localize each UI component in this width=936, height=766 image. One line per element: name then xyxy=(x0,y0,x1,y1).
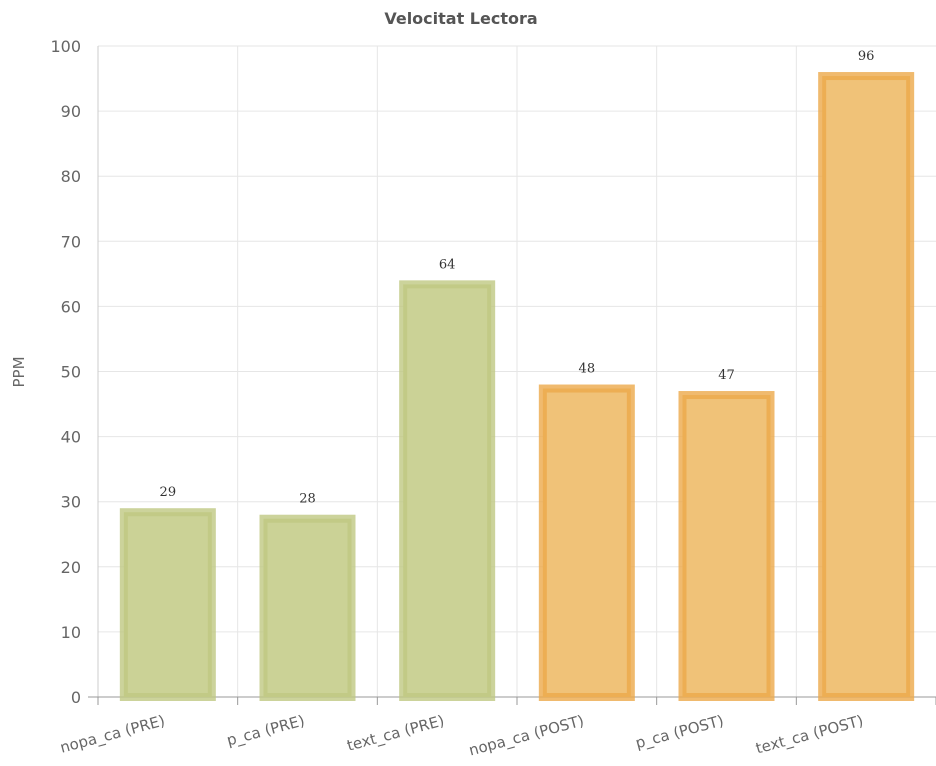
y-tick-label: 50 xyxy=(61,363,81,382)
y-tick-label: 40 xyxy=(61,428,81,447)
x-tick-label: text_ca (POST) xyxy=(754,711,866,758)
bar[interactable] xyxy=(538,384,635,701)
data-label: 29 xyxy=(160,485,177,500)
y-tick-label: 20 xyxy=(61,558,81,577)
data-label: 48 xyxy=(579,362,596,377)
bars xyxy=(119,72,915,702)
data-label: 64 xyxy=(439,257,456,272)
y-tick-label: 10 xyxy=(61,623,81,642)
bar[interactable] xyxy=(399,280,496,701)
y-tick-label: 80 xyxy=(61,167,81,186)
data-label: 96 xyxy=(858,49,875,64)
data-labels: 29 28 64 48 47 96 xyxy=(160,49,875,507)
y-tick-label: 90 xyxy=(61,102,81,121)
grid xyxy=(98,45,936,697)
bar[interactable] xyxy=(678,391,775,701)
data-label: 47 xyxy=(718,368,735,383)
axes xyxy=(88,46,936,705)
y-tick-label: 0 xyxy=(71,688,81,707)
bar[interactable] xyxy=(119,508,216,702)
chart-title: Velocitat Lectora xyxy=(384,9,537,28)
x-tick-label: p_ca (POST) xyxy=(633,711,725,753)
data-label: 28 xyxy=(299,492,316,507)
x-tick-label: p_ca (PRE) xyxy=(225,711,307,750)
x-axis-ticks: nopa_ca (PRE) p_ca (PRE) text_ca (PRE) nopa… xyxy=(58,711,865,760)
y-axis-label: PPM xyxy=(10,356,28,387)
y-tick-label: 70 xyxy=(61,232,81,251)
y-axis-ticks: 0 10 20 30 40 50 60 70 80 90 100 xyxy=(50,37,81,707)
x-tick-label: nopa_ca (POST) xyxy=(467,711,586,760)
y-tick-label: 30 xyxy=(61,493,81,512)
y-tick-label: 100 xyxy=(50,37,81,56)
x-tick-label: nopa_ca (PRE) xyxy=(58,711,167,757)
y-tick-label: 60 xyxy=(61,297,81,316)
bar[interactable] xyxy=(818,72,915,702)
bar[interactable] xyxy=(259,514,356,701)
x-tick-label: text_ca (PRE) xyxy=(345,711,446,755)
